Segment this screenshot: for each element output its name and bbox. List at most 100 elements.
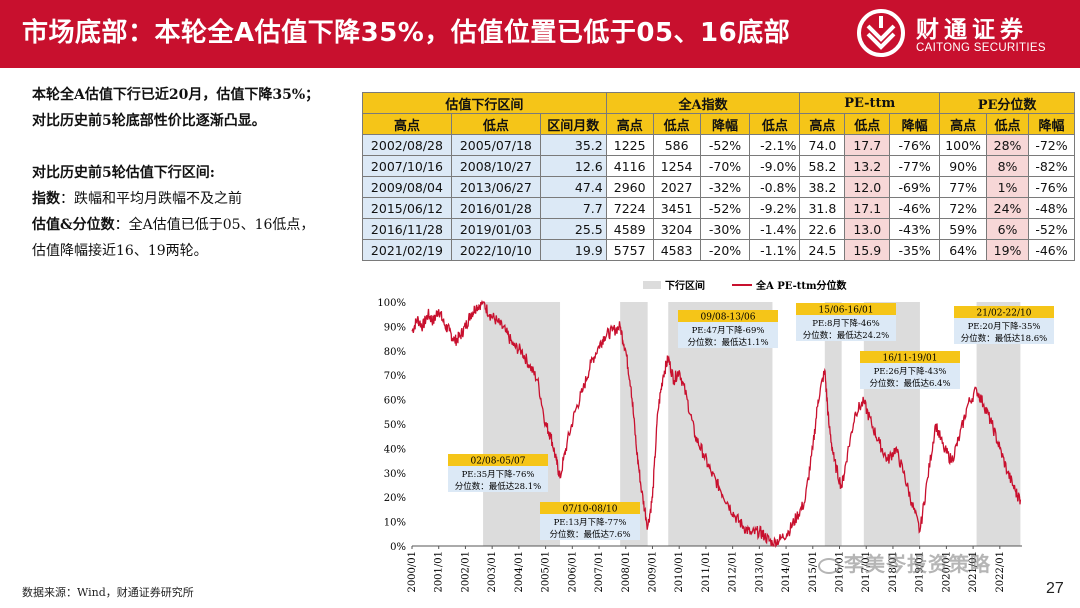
table-column-header: 高点 低点 区间月数 高点 低点 降幅 低点 高点 低点 降幅 高点 低点 降幅 xyxy=(362,113,1076,135)
annotation-period-bg xyxy=(796,303,896,315)
x-tick-label: 2014/01 xyxy=(781,551,792,593)
y-tick-label: 10% xyxy=(384,518,406,529)
column-header: 低点 xyxy=(986,113,1029,135)
annotation-line-2: 分位数：最低达6.4% xyxy=(869,378,950,389)
table-cell: 2008/10/27 xyxy=(450,155,541,177)
table-cell: 38.2 xyxy=(799,176,846,198)
x-tick-label: 2021/01 xyxy=(968,551,979,593)
table-row: 2021/02/19 2022/10/10 19.9 5757 4583 -20% -1.1… xyxy=(362,239,1076,261)
table-cell: 31.8 xyxy=(799,197,846,219)
table-row: 2002/08/28 2005/07/18 35.2 1225 586 -52% -2.1%… xyxy=(362,134,1076,156)
table-cell: -52% xyxy=(699,134,751,156)
table-cell: -35% xyxy=(889,239,941,261)
x-tick-label: 2005/01 xyxy=(541,551,552,593)
column-header: 低点 xyxy=(844,113,891,135)
annotation-line-1: PE:47月下降-69% xyxy=(692,325,765,336)
table-cell: 2022/10/10 xyxy=(450,239,541,261)
table-cell: -82% xyxy=(1027,155,1076,177)
column-header: 高点 xyxy=(362,113,452,135)
table-cell: 1254 xyxy=(652,155,701,177)
annotation-box: 09/08-13/06 PE:47月下降-69%分位数：最低达1.1% xyxy=(678,310,778,348)
logo-chinese-name: 财通证券 xyxy=(916,17,1028,43)
table-cell: 25.5 xyxy=(539,218,607,240)
down-period-band xyxy=(824,302,842,546)
table-cell: 13.2 xyxy=(844,155,891,177)
index-point: 指数：跌幅和平均月跌幅不及之前 xyxy=(32,186,357,212)
annotation-line-1: PE:26月下降-43% xyxy=(874,366,947,377)
column-header: 低点 xyxy=(652,113,701,135)
table-cell: 2960 xyxy=(605,176,654,198)
index-label: 指数 xyxy=(32,191,60,207)
annotation-period-bg xyxy=(540,502,640,514)
table-cell: 3204 xyxy=(652,218,701,240)
watermark: 李美岑投资策略 xyxy=(818,548,991,577)
pe-percentile-chart: 下行区间 全A PE-ttm分位数 0% 10% 20% 30% 40% 50% 60% 70… xyxy=(377,279,1054,593)
x-tick-label: 2001/01 xyxy=(434,551,445,593)
table-row: 2009/08/04 2013/06/27 47.4 2960 2027 -32% -0.8… xyxy=(362,176,1076,198)
annotation-body-bg xyxy=(954,318,1054,344)
table-cell: 58.2 xyxy=(799,155,846,177)
table-cell: -70% xyxy=(699,155,751,177)
annotation-period: 09/08-13/06 xyxy=(701,313,756,323)
y-tick-label: 50% xyxy=(384,420,406,431)
table-cell: 77% xyxy=(939,176,988,198)
legend-band-label: 下行区间 xyxy=(665,279,705,292)
annotation-body-bg xyxy=(448,466,548,492)
index-text: ：跌幅和平均月跌幅不及之前 xyxy=(60,191,242,207)
x-tick-label: 2017/01 xyxy=(861,551,872,593)
wechat-icon xyxy=(818,557,840,574)
table-group-header: 估值下行区间 全A指数 PE-ttm PE分位数 xyxy=(362,92,1075,114)
x-tick-label: 2022/01 xyxy=(995,551,1006,593)
annotation-line-2: 分位数：最低达18.6% xyxy=(961,333,1048,344)
table-cell: 6% xyxy=(986,218,1029,240)
table-cell: 13.0 xyxy=(844,218,891,240)
valuation-point: 估值&分位数：全A估值已低于05、16低点， xyxy=(32,212,357,238)
annotation-body-bg xyxy=(796,315,896,341)
table-cell: 28% xyxy=(986,134,1029,156)
annotation-box: 21/02-22/10 PE:20月下降-35%分位数：最低达18.6% xyxy=(954,306,1054,344)
valuation-text-2: 估值降幅接近16、19两轮。 xyxy=(32,243,208,259)
table-cell: 12.6 xyxy=(539,155,607,177)
logo-mark-icon xyxy=(857,9,905,57)
table-cell: -20% xyxy=(699,239,751,261)
table-cell: 2015/06/12 xyxy=(362,197,452,219)
table-row: 2007/10/16 2008/10/27 12.6 4116 1254 -70% -9.0… xyxy=(362,155,1076,177)
table-cell: -46% xyxy=(1027,239,1076,261)
x-tick-label: 2006/01 xyxy=(567,551,578,593)
table-cell: 2027 xyxy=(652,176,701,198)
table-cell: 59% xyxy=(939,218,988,240)
x-tick-label: 2002/01 xyxy=(460,551,471,593)
y-tick-label: 0% xyxy=(390,542,406,553)
table-row: 2015/06/12 2016/01/28 7.7 7224 3451 -52% -9.2%… xyxy=(362,197,1076,219)
table-cell: 586 xyxy=(652,134,701,156)
valuation-table: 估值下行区间 全A指数 PE-ttm PE分位数 高点 低点 区间月数 高点 低点 降幅低… xyxy=(362,92,1076,261)
table-cell: -52% xyxy=(1027,218,1076,240)
table-cell: -9.0% xyxy=(749,155,801,177)
column-header: 低点 xyxy=(450,113,541,135)
table-cell: 22.6 xyxy=(799,218,846,240)
column-header: 高点 xyxy=(799,113,846,135)
table-cell: -52% xyxy=(699,197,751,219)
table-cell: -69% xyxy=(889,176,941,198)
table-cell: -9.2% xyxy=(749,197,801,219)
annotation-period: 21/02-22/10 xyxy=(977,309,1032,319)
x-tick-label: 2009/01 xyxy=(647,551,658,593)
table-cell: -2.1% xyxy=(749,134,801,156)
annotation-box: 07/10-08/10 PE:13月下降-77%分位数：最低达7.6% xyxy=(540,502,640,540)
column-header: 降幅 xyxy=(889,113,941,135)
legend-line-label: 全A PE-ttm分位数 xyxy=(755,279,848,292)
x-tick-label: 2004/01 xyxy=(514,551,525,593)
x-tick-label: 2015/01 xyxy=(808,551,819,593)
table-cell: -77% xyxy=(889,155,941,177)
data-source: 数据来源：Wind，财通证券研究所 xyxy=(22,586,194,599)
table-cell: 4589 xyxy=(605,218,654,240)
watermark-text: 李美岑投资策略 xyxy=(844,552,991,576)
table-cell: 8% xyxy=(986,155,1029,177)
table-cell: -48% xyxy=(1027,197,1076,219)
page-title: 市场底部：本轮全A估值下降35%，估值位置已低于05、16底部 xyxy=(22,18,791,48)
summary-line-2: 对比历史前5轮底部性价比逐渐凸显。 xyxy=(32,113,266,129)
table-row: 2016/11/28 2019/01/03 25.5 4589 3204 -30% -1.4… xyxy=(362,218,1076,240)
column-header: 降幅 xyxy=(1027,113,1076,135)
table-cell: -30% xyxy=(699,218,751,240)
table-cell: 7224 xyxy=(605,197,654,219)
